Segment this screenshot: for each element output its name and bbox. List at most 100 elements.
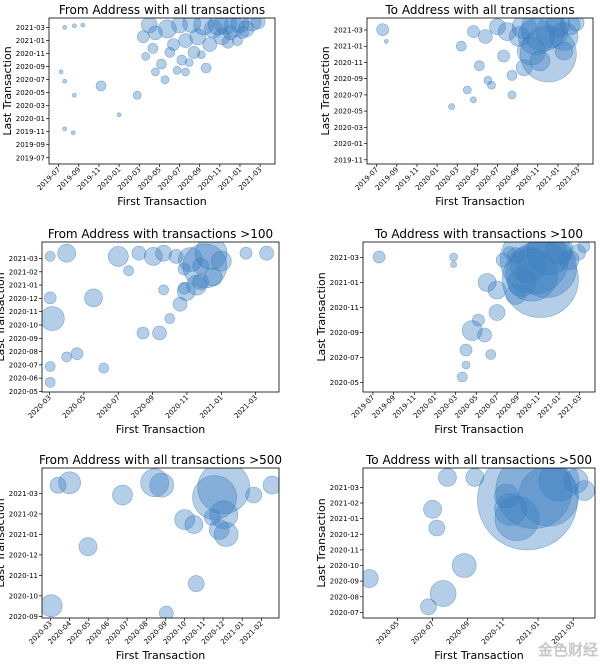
- x-axis-label: First Transaction: [116, 423, 206, 436]
- data-point: [239, 246, 253, 260]
- data-point: [478, 29, 493, 44]
- data-point: [506, 70, 518, 81]
- data-point: [70, 347, 84, 361]
- data-point: [95, 80, 107, 92]
- x-tick-label: 2020-09: [130, 394, 156, 420]
- data-point: [58, 69, 64, 75]
- x-axis-label: First Transaction: [435, 195, 525, 208]
- data-point: [230, 18, 250, 33]
- data-point: [123, 265, 134, 277]
- chart-panel-6: 2020-05 2020-07 2020-09 2020-11 2021-01 2021-…: [315, 453, 596, 662]
- data-point: [376, 23, 390, 37]
- data-point: [184, 515, 204, 534]
- y-tick-label: 2020-11: [330, 546, 359, 554]
- data-point: [544, 242, 574, 264]
- data-point: [148, 25, 163, 41]
- x-tick-label: 2020-11: [164, 394, 190, 420]
- data-point: [72, 93, 77, 98]
- y-tick-label: 2019-11: [16, 128, 45, 136]
- data-point: [488, 304, 506, 321]
- x-axis-label: First Transaction: [434, 423, 524, 436]
- y-tick-label: 2019-09: [16, 141, 45, 149]
- y-axis-label: Last Transaction: [0, 498, 7, 587]
- y-tick-label: 2021-02: [330, 500, 359, 508]
- data-point: [147, 43, 159, 54]
- data-point: [429, 580, 457, 607]
- y-tick-label: 2019-07: [16, 154, 45, 162]
- y-tick-label: 2021-01: [9, 531, 38, 539]
- data-point: [160, 75, 170, 84]
- scatter-points: [372, 242, 591, 383]
- y-tick-label: 2021-02: [9, 268, 38, 276]
- data-point: [213, 522, 239, 547]
- data-point: [507, 247, 524, 264]
- y-tick-label: 2021-03: [330, 484, 359, 492]
- y-tick-label: 2020-11: [330, 304, 359, 312]
- y-tick-label: 2020-09: [330, 578, 359, 586]
- data-point: [187, 575, 205, 592]
- data-point: [209, 500, 239, 530]
- data-point: [470, 96, 477, 104]
- y-tick-label: 2021-03: [9, 490, 38, 498]
- y-tick-label: 2020-12: [330, 531, 359, 539]
- data-point: [197, 50, 206, 60]
- y-tick-label: 2020-10: [330, 562, 359, 570]
- data-point: [172, 66, 182, 75]
- data-point: [497, 49, 510, 63]
- data-point: [178, 247, 203, 272]
- chart-panel-4: 2019-072019-092019-112020-012020-032020-…: [315, 227, 596, 436]
- data-point: [78, 537, 98, 557]
- chart-title: From Address with all transactions >500: [39, 453, 282, 467]
- scatter-points: [376, 18, 585, 110]
- data-point: [223, 25, 238, 41]
- y-tick-label: 2020-05: [330, 379, 359, 387]
- data-point: [192, 475, 237, 520]
- data-point: [259, 245, 274, 261]
- data-point: [108, 246, 129, 267]
- data-point: [438, 468, 457, 487]
- data-point: [508, 26, 530, 47]
- scatter-points: [42, 468, 279, 618]
- y-tick-label: 2020-05: [9, 388, 38, 396]
- plot-frame: [362, 241, 596, 393]
- data-point: [132, 91, 142, 100]
- data-point: [221, 35, 235, 49]
- data-point: [140, 468, 169, 498]
- y-axis-label: Last Transaction: [0, 272, 7, 361]
- data-point: [158, 284, 169, 296]
- y-tick-label: 2020-01: [16, 115, 45, 123]
- data-point: [529, 50, 551, 72]
- data-point: [164, 313, 176, 324]
- data-point: [477, 273, 497, 292]
- data-point: [455, 40, 467, 52]
- data-point: [477, 468, 578, 551]
- y-tick-label: 2021-03: [330, 254, 359, 262]
- data-point: [462, 85, 472, 95]
- y-tick-label: 2020-09: [334, 75, 363, 83]
- y-tick-label: 2020-08: [330, 593, 359, 601]
- y-tick-label: 2021-03: [9, 255, 38, 263]
- data-point: [72, 23, 77, 29]
- data-point: [450, 261, 457, 268]
- data-point: [151, 67, 160, 77]
- x-axis-label: First Transaction: [117, 195, 207, 208]
- y-tick-label: 2020-12: [9, 551, 38, 559]
- data-point: [487, 80, 496, 90]
- data-point: [485, 349, 497, 360]
- data-point: [489, 18, 506, 36]
- data-point: [494, 492, 527, 526]
- data-point: [144, 247, 163, 266]
- y-tick-label: 2021-01: [9, 282, 38, 290]
- data-point: [164, 47, 176, 58]
- data-point: [131, 245, 147, 261]
- data-point: [459, 343, 473, 357]
- y-tick-label: 2020-10: [9, 592, 38, 600]
- data-point: [207, 18, 229, 36]
- data-point: [518, 468, 579, 527]
- data-point: [192, 257, 209, 275]
- x-tick-label: 2020-03: [27, 394, 53, 420]
- data-point: [554, 41, 574, 61]
- y-axis-label: Last Transaction: [319, 46, 332, 135]
- x-tick-label: 2021-03: [233, 394, 259, 420]
- x-tick-label: 2020-07: [410, 620, 436, 646]
